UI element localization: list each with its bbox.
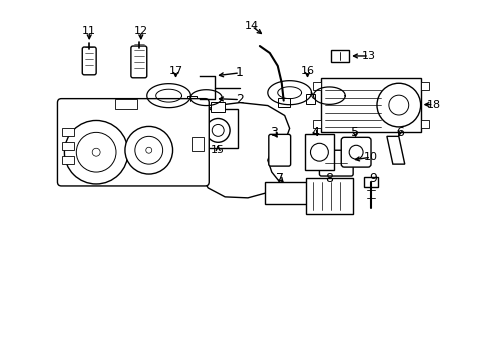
Text: 2: 2 — [236, 93, 244, 106]
FancyBboxPatch shape — [82, 47, 96, 75]
Text: 8: 8 — [325, 171, 333, 185]
Text: 12: 12 — [134, 26, 147, 36]
FancyBboxPatch shape — [305, 178, 352, 214]
Text: 7: 7 — [275, 171, 283, 185]
Text: 5: 5 — [350, 126, 358, 139]
Bar — [313, 82, 321, 90]
FancyBboxPatch shape — [62, 156, 74, 164]
Circle shape — [124, 126, 172, 174]
FancyBboxPatch shape — [341, 137, 370, 167]
Circle shape — [310, 143, 327, 161]
Text: 16: 16 — [300, 66, 314, 76]
Text: 18: 18 — [426, 100, 440, 109]
Bar — [313, 121, 321, 129]
Circle shape — [135, 136, 163, 164]
FancyBboxPatch shape — [198, 109, 238, 148]
FancyBboxPatch shape — [277, 98, 289, 107]
Circle shape — [212, 125, 224, 136]
Circle shape — [388, 95, 408, 115]
FancyBboxPatch shape — [62, 129, 74, 136]
Text: 17: 17 — [168, 66, 182, 76]
Text: 1: 1 — [236, 66, 244, 79]
Circle shape — [145, 147, 151, 153]
Polygon shape — [195, 103, 289, 198]
Text: 11: 11 — [82, 26, 96, 36]
Text: 10: 10 — [363, 152, 377, 162]
FancyBboxPatch shape — [304, 134, 334, 170]
Bar — [321, 78, 420, 132]
Circle shape — [206, 118, 230, 142]
FancyBboxPatch shape — [192, 137, 204, 151]
FancyBboxPatch shape — [268, 134, 290, 166]
Text: 14: 14 — [244, 21, 259, 31]
FancyBboxPatch shape — [62, 142, 74, 150]
FancyBboxPatch shape — [57, 99, 209, 186]
Circle shape — [92, 148, 100, 156]
Text: 3: 3 — [269, 126, 277, 139]
Text: 4: 4 — [311, 126, 319, 139]
FancyBboxPatch shape — [305, 94, 315, 104]
Text: 9: 9 — [368, 171, 376, 185]
Text: 13: 13 — [361, 51, 375, 61]
Bar — [420, 121, 427, 129]
Text: 15: 15 — [211, 145, 225, 155]
Circle shape — [76, 132, 116, 172]
FancyBboxPatch shape — [211, 102, 224, 112]
Circle shape — [376, 83, 420, 127]
Circle shape — [64, 121, 128, 184]
FancyBboxPatch shape — [364, 177, 377, 187]
FancyBboxPatch shape — [115, 99, 137, 109]
FancyBboxPatch shape — [187, 96, 197, 105]
Polygon shape — [386, 136, 404, 164]
FancyBboxPatch shape — [131, 46, 146, 78]
Bar — [420, 82, 427, 90]
FancyBboxPatch shape — [264, 182, 312, 204]
Text: 6: 6 — [395, 126, 403, 139]
FancyBboxPatch shape — [319, 150, 352, 176]
Circle shape — [348, 145, 362, 159]
FancyBboxPatch shape — [331, 50, 348, 62]
